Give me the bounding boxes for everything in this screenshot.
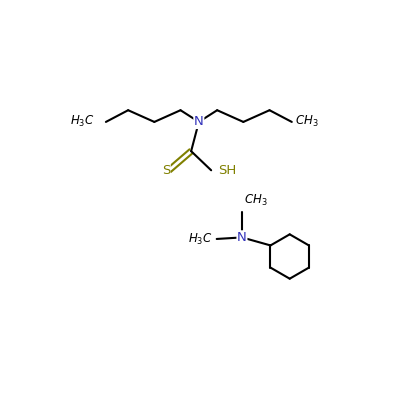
Text: $CH_3$: $CH_3$ (244, 192, 268, 208)
Text: $H_3C$: $H_3C$ (188, 232, 213, 246)
Text: N: N (237, 231, 247, 244)
Text: S: S (162, 164, 170, 177)
Text: SH: SH (218, 164, 236, 177)
Text: N: N (194, 116, 204, 128)
Text: $CH_3$: $CH_3$ (296, 114, 319, 130)
Text: $H_3C$: $H_3C$ (70, 114, 94, 130)
